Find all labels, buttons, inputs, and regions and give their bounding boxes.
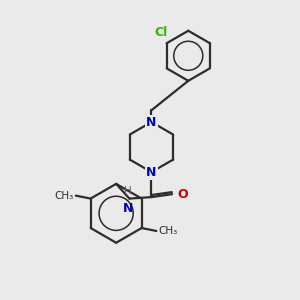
Text: Cl: Cl — [155, 26, 168, 39]
Text: N: N — [146, 116, 157, 128]
Text: CH₃: CH₃ — [159, 226, 178, 236]
Text: O: O — [177, 188, 188, 201]
Text: CH₃: CH₃ — [54, 190, 74, 201]
Text: H: H — [124, 186, 132, 196]
Text: N: N — [146, 166, 157, 178]
Text: N: N — [123, 202, 133, 214]
